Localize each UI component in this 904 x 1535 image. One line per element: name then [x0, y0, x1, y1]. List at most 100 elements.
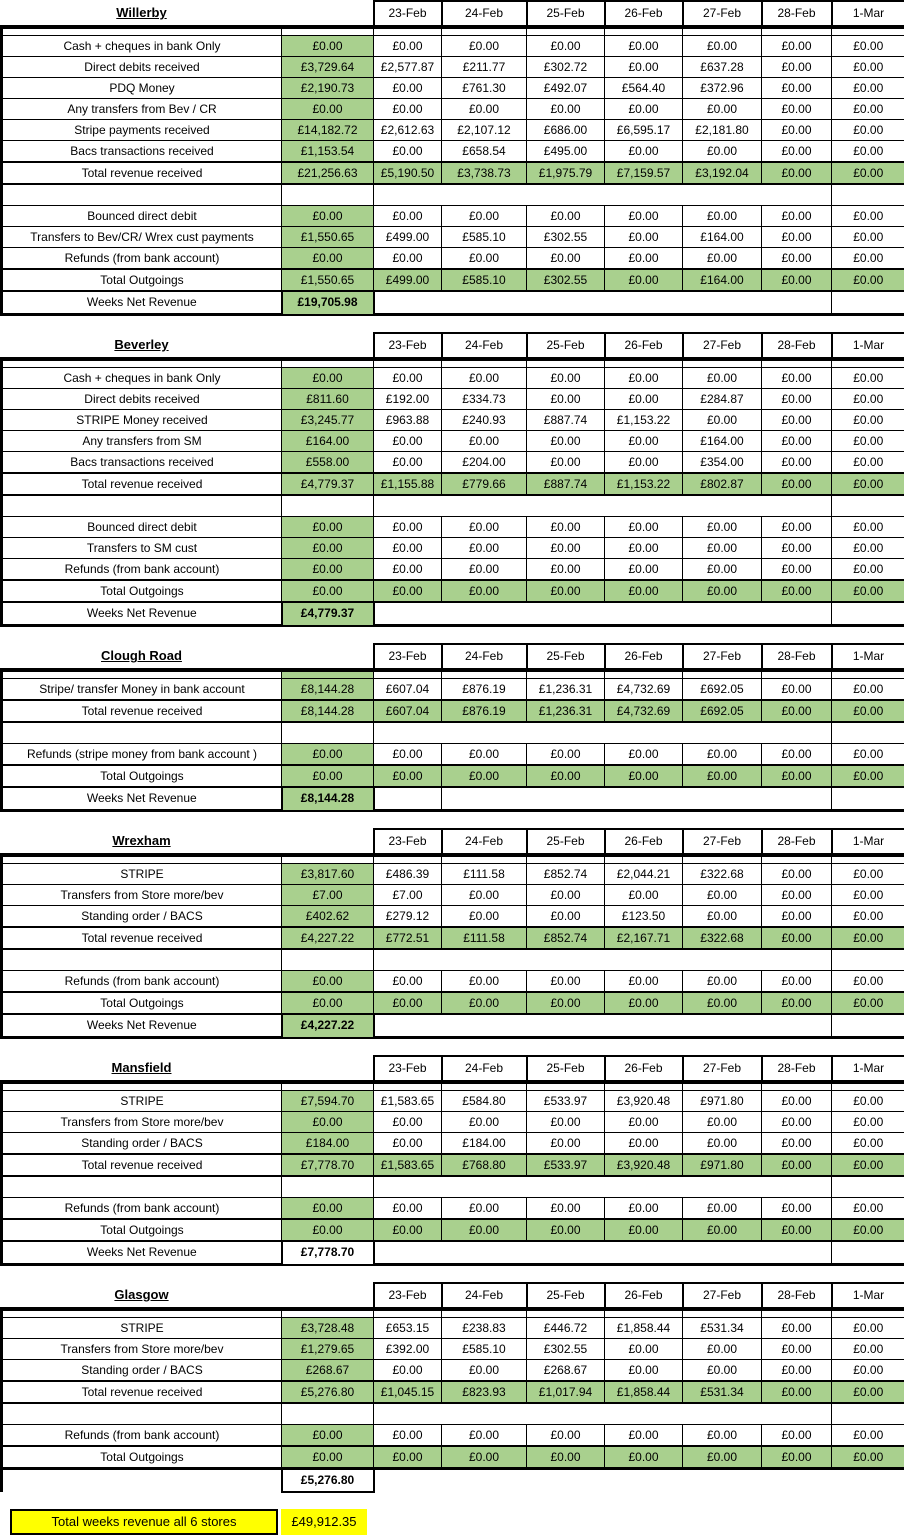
- date-header-cell[interactable]: 27-Feb: [683, 829, 762, 855]
- day-cell[interactable]: £0.00: [442, 885, 527, 906]
- day-cell[interactable]: £637.28: [683, 57, 762, 78]
- week-total-cell[interactable]: £0.00: [282, 1446, 374, 1469]
- day-cell[interactable]: £0.00: [527, 99, 605, 120]
- label-cell[interactable]: Cash + cheques in bank Only: [2, 368, 282, 389]
- day-cell[interactable]: £192.00: [374, 389, 442, 410]
- week-total-cell[interactable]: £0.00: [282, 1425, 374, 1447]
- week-total-cell[interactable]: £0.00: [282, 248, 374, 270]
- day-cell[interactable]: £0.00: [527, 452, 605, 474]
- day-cell[interactable]: £0.00: [832, 700, 904, 722]
- day-cell[interactable]: £0.00: [832, 885, 904, 906]
- date-header-cell[interactable]: 1-Mar: [832, 1283, 904, 1309]
- day-cell[interactable]: £0.00: [832, 1091, 904, 1112]
- day-cell[interactable]: £0.00: [442, 368, 527, 389]
- day-cell[interactable]: £0.00: [442, 206, 527, 227]
- date-header-cell[interactable]: 26-Feb: [605, 1283, 683, 1309]
- date-header-cell[interactable]: 1-Mar: [832, 829, 904, 855]
- day-cell[interactable]: £779.66: [442, 473, 527, 495]
- week-total-cell[interactable]: £811.60: [282, 389, 374, 410]
- week-total-cell[interactable]: £0.00: [282, 99, 374, 120]
- day-cell[interactable]: £302.55: [527, 227, 605, 248]
- day-cell[interactable]: £0.00: [762, 1091, 832, 1112]
- day-cell[interactable]: £0.00: [832, 206, 904, 227]
- day-cell[interactable]: £0.00: [442, 1219, 527, 1241]
- day-cell[interactable]: £0.00: [762, 1198, 832, 1220]
- day-cell[interactable]: £0.00: [605, 248, 683, 270]
- day-cell[interactable]: £0.00: [832, 1381, 904, 1403]
- week-total-cell[interactable]: £3,728.48: [282, 1318, 374, 1339]
- day-cell[interactable]: £0.00: [527, 389, 605, 410]
- date-header-cell[interactable]: 23-Feb: [374, 333, 442, 359]
- date-header-cell[interactable]: 1-Mar: [832, 644, 904, 670]
- day-cell[interactable]: £0.00: [762, 517, 832, 538]
- weeks-net-revenue-value[interactable]: £5,276.80: [282, 1469, 374, 1493]
- day-cell[interactable]: £446.72: [527, 1318, 605, 1339]
- day-cell[interactable]: £0.00: [683, 36, 762, 57]
- day-cell[interactable]: £0.00: [605, 538, 683, 559]
- week-total-cell[interactable]: £0.00: [282, 538, 374, 559]
- day-cell[interactable]: £887.74: [527, 410, 605, 431]
- label-cell[interactable]: STRIPE: [2, 1091, 282, 1112]
- day-cell[interactable]: £238.83: [442, 1318, 527, 1339]
- day-cell[interactable]: £607.04: [374, 700, 442, 722]
- date-header-cell[interactable]: 23-Feb: [374, 1, 442, 27]
- weeks-net-revenue-value[interactable]: £8,144.28: [282, 787, 374, 811]
- date-header-cell[interactable]: 25-Feb: [527, 1283, 605, 1309]
- section-title[interactable]: Mansfield: [2, 1056, 282, 1082]
- day-cell[interactable]: £0.00: [762, 1318, 832, 1339]
- day-cell[interactable]: £0.00: [605, 269, 683, 291]
- day-cell[interactable]: £2,167.71: [605, 927, 683, 949]
- label-cell[interactable]: Direct debits received: [2, 389, 282, 410]
- label-cell[interactable]: Weeks Net Revenue: [2, 1241, 282, 1265]
- day-cell[interactable]: £0.00: [442, 36, 527, 57]
- day-cell[interactable]: £0.00: [442, 1425, 527, 1447]
- label-cell[interactable]: Total Outgoings: [2, 992, 282, 1014]
- day-cell[interactable]: £0.00: [605, 1360, 683, 1382]
- day-cell[interactable]: £0.00: [527, 580, 605, 602]
- day-cell[interactable]: £3,920.48: [605, 1091, 683, 1112]
- date-header-cell[interactable]: 23-Feb: [374, 644, 442, 670]
- day-cell[interactable]: £164.00: [683, 431, 762, 452]
- day-cell[interactable]: £0.00: [832, 410, 904, 431]
- day-cell[interactable]: £1,153.22: [605, 473, 683, 495]
- day-cell[interactable]: £0.00: [374, 517, 442, 538]
- day-cell[interactable]: £0.00: [832, 1318, 904, 1339]
- day-cell[interactable]: £0.00: [762, 452, 832, 474]
- day-cell[interactable]: £0.00: [683, 971, 762, 993]
- day-cell[interactable]: £111.58: [442, 864, 527, 885]
- day-cell[interactable]: £0.00: [762, 227, 832, 248]
- week-total-cell[interactable]: £1,153.54: [282, 141, 374, 163]
- day-cell[interactable]: £0.00: [683, 765, 762, 787]
- day-cell[interactable]: £0.00: [527, 744, 605, 766]
- day-cell[interactable]: £0.00: [374, 452, 442, 474]
- label-cell[interactable]: Total revenue received: [2, 700, 282, 722]
- day-cell[interactable]: £7,159.57: [605, 162, 683, 184]
- day-cell[interactable]: £0.00: [527, 971, 605, 993]
- day-cell[interactable]: £0.00: [762, 431, 832, 452]
- date-header-cell[interactable]: 25-Feb: [527, 333, 605, 359]
- label-cell[interactable]: Total revenue received: [2, 473, 282, 495]
- label-cell[interactable]: STRIPE: [2, 1318, 282, 1339]
- day-cell[interactable]: £585.10: [442, 227, 527, 248]
- day-cell[interactable]: £761.30: [442, 78, 527, 99]
- day-cell[interactable]: £852.74: [527, 864, 605, 885]
- day-cell[interactable]: £0.00: [374, 744, 442, 766]
- date-header-cell[interactable]: 28-Feb: [762, 333, 832, 359]
- day-cell[interactable]: £0.00: [832, 517, 904, 538]
- week-total-cell[interactable]: £3,729.64: [282, 57, 374, 78]
- week-total-cell[interactable]: £558.00: [282, 452, 374, 474]
- label-cell[interactable]: Transfers from Store more/bev: [2, 885, 282, 906]
- day-cell[interactable]: £887.74: [527, 473, 605, 495]
- label-cell[interactable]: Transfers to Bev/CR/ Wrex cust payments: [2, 227, 282, 248]
- day-cell[interactable]: £5,190.50: [374, 162, 442, 184]
- day-cell[interactable]: £0.00: [605, 885, 683, 906]
- date-header-cell[interactable]: 1-Mar: [832, 333, 904, 359]
- day-cell[interactable]: £0.00: [605, 431, 683, 452]
- day-cell[interactable]: £3,192.04: [683, 162, 762, 184]
- day-cell[interactable]: £0.00: [605, 452, 683, 474]
- day-cell[interactable]: £211.77: [442, 57, 527, 78]
- day-cell[interactable]: £0.00: [683, 368, 762, 389]
- day-cell[interactable]: £963.88: [374, 410, 442, 431]
- day-cell[interactable]: £0.00: [683, 1219, 762, 1241]
- date-header-cell[interactable]: 28-Feb: [762, 1, 832, 27]
